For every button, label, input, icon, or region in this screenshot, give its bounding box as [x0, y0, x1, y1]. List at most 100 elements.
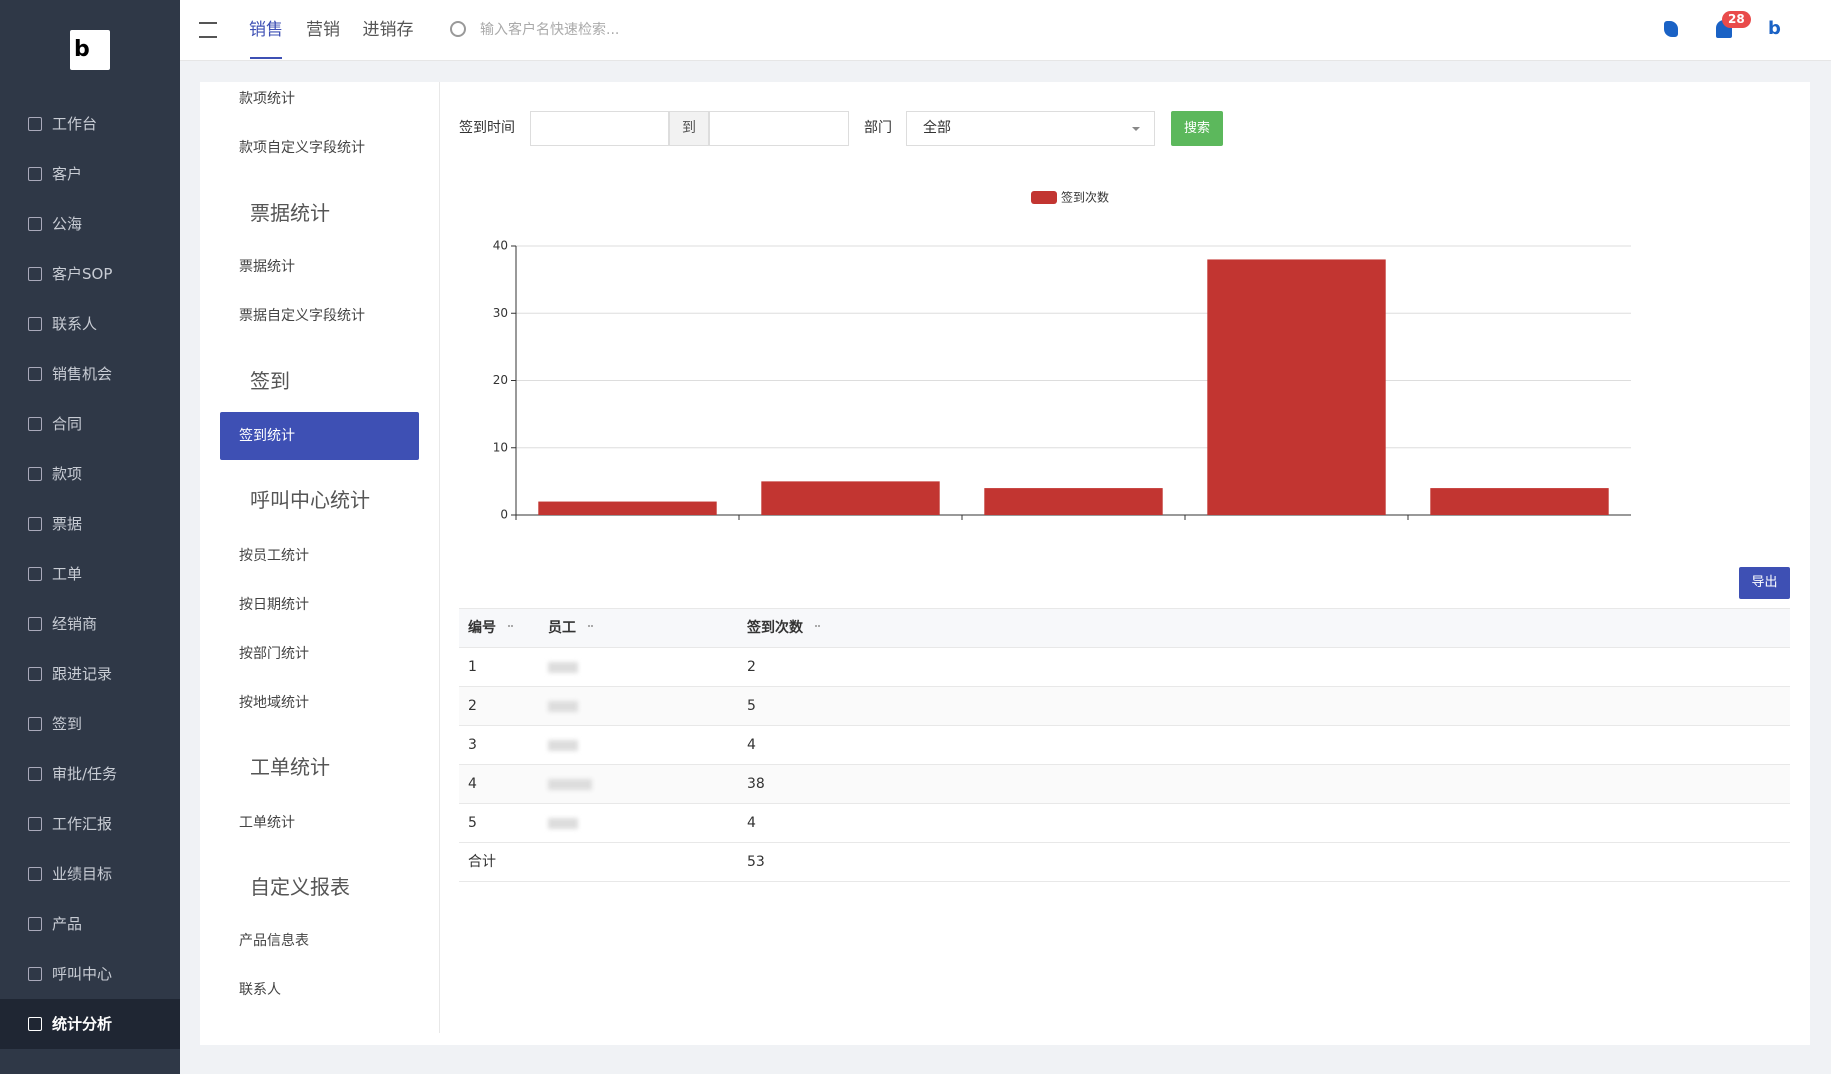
submenu-item[interactable]: 按日期统计 [239, 597, 309, 613]
submenu-item[interactable]: 产品信息表 [239, 933, 309, 949]
total-row [459, 843, 1790, 882]
nav-icon [28, 817, 42, 831]
column-header[interactable]: 签到次数 [747, 620, 803, 636]
nav-icon [28, 367, 42, 381]
nav-item[interactable]: 公海 [52, 215, 83, 233]
submenu-item[interactable]: 按地域统计 [239, 695, 309, 711]
submenu-item[interactable]: 联系人 [239, 982, 281, 998]
nav-item[interactable]: 跟进记录 [52, 665, 113, 683]
top-tab[interactable]: 营销 [306, 20, 340, 40]
legend-swatch [1031, 191, 1057, 204]
nav-icon [28, 117, 42, 131]
nav-item[interactable]: 工作台 [52, 115, 98, 133]
bar [761, 481, 940, 515]
dept-label: 部门 [864, 120, 892, 136]
nav-icon [28, 467, 42, 481]
submenu-heading: 自定义报表 [250, 875, 350, 899]
legend-label: 签到次数 [1061, 190, 1109, 205]
sort-icon [815, 625, 818, 634]
blurred-name [548, 701, 578, 712]
submenu-heading: 呼叫中心统计 [250, 488, 370, 512]
nav-icon [28, 417, 42, 431]
y-tick-label: 20 [493, 373, 508, 387]
blurred-name [548, 779, 592, 790]
table-header-bg [459, 608, 1790, 648]
content-card [200, 82, 1810, 1045]
nav-icon [28, 167, 42, 181]
nav-active-bg [0, 999, 180, 1049]
dept-select[interactable]: 全部 [906, 111, 1155, 146]
table-row [459, 726, 1790, 765]
table-cell: 4 [468, 776, 477, 792]
table-row [459, 804, 1790, 843]
sort-icon [508, 625, 511, 634]
nav-item[interactable]: 票据 [52, 515, 83, 533]
logo: b [70, 30, 110, 70]
submenu-item[interactable]: 按部门统计 [239, 646, 309, 662]
nav-icon [28, 517, 42, 531]
nav-item[interactable]: 工作汇报 [52, 815, 113, 833]
nav-icon [28, 567, 42, 581]
nav-item[interactable]: 签到 [52, 715, 83, 733]
chart: 0 10 20 30 40 签到次数 [493, 190, 1631, 522]
submenu-item[interactable]: 工单统计 [239, 815, 295, 831]
sidebar [0, 0, 180, 1074]
nav-item[interactable]: 产品 [52, 915, 83, 933]
submenu-item[interactable]: 按员工统计 [239, 548, 309, 564]
nav-item[interactable]: 销售机会 [52, 365, 113, 383]
nav-item[interactable]: 客户SOP [52, 265, 113, 283]
table-cell: 4 [747, 737, 756, 753]
menu-toggle[interactable] [199, 22, 217, 38]
nav-icon [28, 317, 42, 331]
bar [1207, 259, 1386, 515]
date-end[interactable] [709, 111, 849, 146]
top-tab[interactable]: 进销存 [362, 20, 414, 40]
nav-icon [28, 917, 42, 931]
submenu-item[interactable]: 票据自定义字段统计 [239, 308, 365, 324]
nav-item[interactable]: 统计分析 [52, 1015, 113, 1033]
search-input[interactable]: 输入客户名快速检索... [480, 22, 620, 38]
user-avatar[interactable]: b [1768, 18, 1781, 39]
top-tab[interactable]: 销售 [249, 20, 283, 40]
submenu-item[interactable]: 票据统计 [239, 259, 295, 275]
nav-item[interactable]: 客户 [52, 165, 83, 183]
y-tick-label: 30 [493, 306, 508, 320]
table-row [459, 765, 1790, 804]
phone-icon[interactable] [1664, 21, 1678, 37]
nav-item[interactable]: 经销商 [52, 615, 98, 633]
search-button[interactable]: 搜索 [1171, 111, 1223, 146]
submenu-item[interactable]: 款项自定义字段统计 [239, 140, 365, 156]
column-header[interactable]: 编号 [468, 620, 496, 636]
bar [538, 501, 717, 515]
nav-icon [28, 667, 42, 681]
nav-item[interactable]: 呼叫中心 [52, 965, 113, 983]
search-icon [450, 21, 466, 37]
nav-icon [28, 967, 42, 981]
export-button[interactable]: 导出 [1739, 567, 1790, 599]
column-header[interactable]: 员工 [548, 620, 576, 636]
nav-icon [28, 267, 42, 281]
nav-item[interactable]: 款项 [52, 465, 83, 483]
blurred-name [548, 740, 578, 751]
date-to: 到 [669, 111, 709, 146]
blurred-name [548, 818, 578, 829]
nav-item[interactable]: 业绩目标 [52, 865, 113, 883]
total-value: 53 [747, 854, 765, 870]
nav-item[interactable]: 联系人 [52, 315, 98, 333]
y-tick-label: 0 [500, 508, 508, 522]
table-cell: 1 [468, 659, 477, 675]
table-row [459, 648, 1790, 687]
date-start[interactable] [530, 111, 669, 146]
nav-icon [28, 767, 42, 781]
submenu-heading: 工单统计 [250, 755, 330, 779]
nav-icon [28, 617, 42, 631]
submenu-item[interactable]: 签到统计 [239, 428, 295, 444]
nav-item[interactable]: 工单 [52, 565, 83, 583]
table-cell: 2 [468, 698, 477, 714]
table-cell: 3 [468, 737, 477, 753]
y-tick-label: 10 [493, 440, 508, 454]
nav-item[interactable]: 合同 [52, 415, 83, 433]
submenu-item[interactable]: 款项统计 [239, 91, 295, 107]
nav-item[interactable]: 审批/任务 [52, 765, 118, 783]
